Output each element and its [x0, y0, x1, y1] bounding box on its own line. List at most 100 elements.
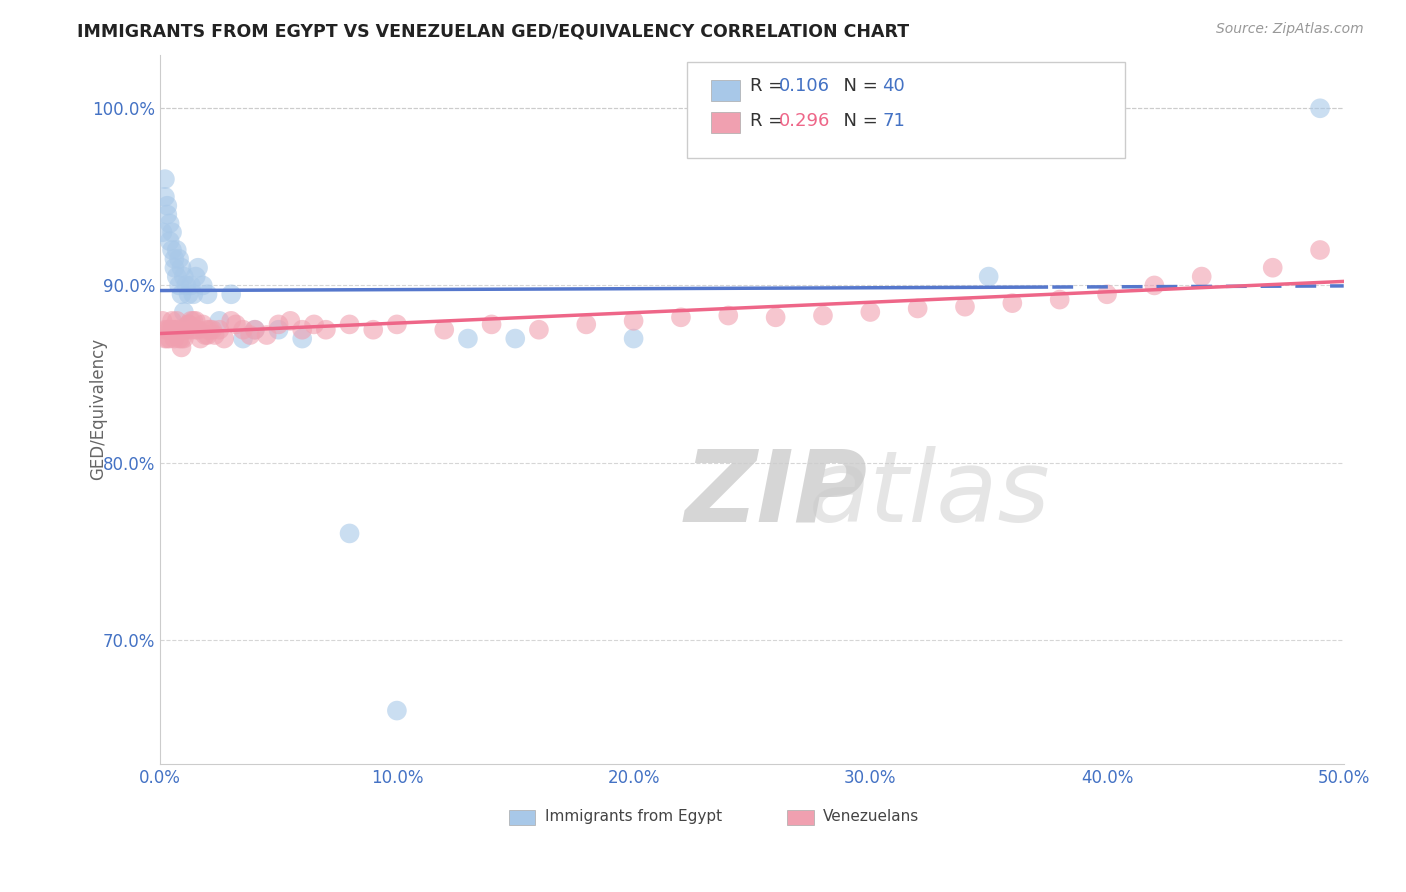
Point — [180, 278, 202, 293]
Text: 40: 40 — [882, 77, 905, 95]
Point — [204, 328, 226, 343]
Point — [160, 314, 183, 328]
Point — [170, 260, 193, 275]
Point — [184, 314, 207, 328]
Point — [243, 323, 266, 337]
Point — [219, 287, 242, 301]
Text: 0.296: 0.296 — [779, 112, 831, 130]
Point — [315, 323, 337, 337]
FancyBboxPatch shape — [787, 810, 814, 825]
Text: 0.106: 0.106 — [779, 77, 830, 95]
Point — [977, 269, 1000, 284]
Point — [190, 332, 212, 346]
Point — [167, 332, 190, 346]
Point — [1001, 296, 1024, 310]
Text: N =: N = — [832, 77, 884, 95]
Point — [153, 190, 176, 204]
Point — [208, 314, 231, 328]
Point — [177, 287, 200, 301]
Point — [1049, 293, 1071, 307]
Point — [159, 332, 181, 346]
FancyBboxPatch shape — [710, 80, 740, 101]
Point — [339, 526, 361, 541]
FancyBboxPatch shape — [710, 112, 740, 133]
FancyBboxPatch shape — [688, 62, 1125, 158]
Point — [302, 318, 325, 332]
Point — [167, 252, 190, 266]
Point — [160, 323, 183, 337]
Point — [1309, 243, 1331, 257]
Point — [166, 243, 188, 257]
Point — [163, 332, 186, 346]
Point — [194, 328, 217, 343]
Point — [385, 704, 408, 718]
Point — [907, 301, 929, 316]
Point — [166, 314, 188, 328]
Point — [225, 318, 247, 332]
Point — [197, 328, 219, 343]
Point — [433, 323, 456, 337]
Point — [163, 252, 186, 266]
Text: ZIP: ZIP — [685, 446, 868, 543]
Point — [291, 323, 314, 337]
Point — [174, 278, 197, 293]
Point — [1261, 260, 1284, 275]
Point — [184, 269, 207, 284]
Point — [361, 323, 384, 337]
Point — [156, 332, 179, 346]
Text: R =: R = — [749, 112, 789, 130]
Point — [159, 216, 181, 230]
Point — [198, 323, 221, 337]
Text: Source: ZipAtlas.com: Source: ZipAtlas.com — [1216, 22, 1364, 37]
Point — [219, 314, 242, 328]
Point — [170, 332, 193, 346]
Point — [232, 332, 254, 346]
Point — [152, 225, 174, 239]
Point — [156, 208, 179, 222]
Point — [457, 332, 479, 346]
Point — [1309, 101, 1331, 115]
Point — [173, 323, 195, 337]
Point — [575, 318, 598, 332]
Point — [152, 314, 174, 328]
Point — [163, 323, 186, 337]
Point — [156, 199, 179, 213]
Point — [212, 332, 235, 346]
Point — [385, 318, 408, 332]
Point — [717, 309, 740, 323]
Point — [280, 314, 302, 328]
Point — [153, 323, 176, 337]
Point — [153, 172, 176, 186]
Text: N =: N = — [832, 112, 884, 130]
Point — [267, 318, 290, 332]
Point — [669, 310, 692, 325]
Point — [191, 278, 214, 293]
Text: Immigrants from Egypt: Immigrants from Egypt — [546, 809, 721, 824]
Point — [481, 318, 503, 332]
Point — [765, 310, 787, 325]
Y-axis label: GED/Equivalency: GED/Equivalency — [89, 338, 107, 481]
Point — [183, 314, 205, 328]
FancyBboxPatch shape — [509, 810, 536, 825]
Point — [173, 332, 195, 346]
Point — [174, 323, 197, 337]
Point — [166, 269, 188, 284]
Point — [159, 323, 181, 337]
Point — [1191, 269, 1213, 284]
Point — [180, 323, 202, 337]
Point — [623, 332, 645, 346]
Text: Venezuelans: Venezuelans — [823, 809, 920, 824]
Point — [183, 287, 205, 301]
Point — [527, 323, 550, 337]
Point — [160, 225, 183, 239]
Text: 71: 71 — [882, 112, 905, 130]
Point — [256, 328, 278, 343]
Point — [201, 323, 224, 337]
Text: atlas: atlas — [808, 446, 1050, 543]
Point — [623, 314, 645, 328]
Point — [187, 260, 209, 275]
Point — [166, 323, 188, 337]
Point — [243, 323, 266, 337]
Point — [1143, 278, 1166, 293]
Point — [859, 305, 882, 319]
